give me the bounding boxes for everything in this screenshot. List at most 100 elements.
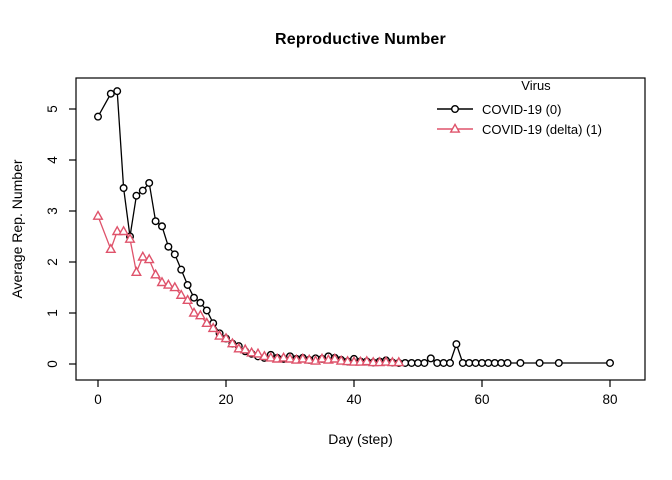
- data-point-triangle: [303, 353, 315, 364]
- data-point-circle: [151, 217, 160, 226]
- data-point-circle: [132, 191, 141, 200]
- data-point-circle: [471, 358, 480, 367]
- data-point-triangle: [201, 317, 213, 327]
- data-point-triangle: [316, 352, 328, 363]
- plot-box: [75, 77, 646, 381]
- data-point-circle: [503, 358, 512, 367]
- data-point-circle: [189, 293, 198, 302]
- data-point-triangle: [182, 294, 194, 305]
- data-point-triangle: [175, 289, 187, 299]
- y-tick-label: 5: [45, 105, 60, 113]
- data-point-triangle: [111, 225, 123, 236]
- data-point-circle: [145, 178, 154, 187]
- data-point-circle: [426, 354, 435, 363]
- data-point-triangle: [220, 332, 232, 343]
- data-point-circle: [157, 222, 166, 231]
- data-point-circle: [535, 358, 544, 367]
- y-tick-label: 2: [45, 258, 60, 266]
- legend-entry-label: COVID-19 (delta) (1): [482, 121, 602, 137]
- data-point-triangle: [449, 122, 461, 133]
- legend-title: Virus: [521, 78, 551, 93]
- data-point-triangle: [226, 337, 238, 348]
- data-point-triangle: [150, 268, 162, 279]
- data-point-circle: [452, 340, 461, 349]
- legend-sample-triangle-icon: [437, 122, 473, 133]
- x-axis-label: Day (step): [328, 431, 393, 447]
- x-tick-label: 0: [94, 392, 102, 407]
- legend: Virus COVID-19 (0) COVID-19 (delta) (1): [428, 79, 644, 139]
- data-point-triangle: [386, 356, 398, 367]
- y-tick-label: 4: [45, 156, 60, 164]
- y-tick-label: 3: [45, 207, 60, 215]
- data-point-triangle: [361, 355, 373, 366]
- legend-sample-circle-icon: [437, 104, 473, 113]
- data-point-triangle: [342, 355, 354, 366]
- data-point-circle: [497, 358, 506, 367]
- data-point-circle: [451, 104, 460, 113]
- data-point-triangle: [92, 210, 104, 220]
- data-point-triangle: [239, 343, 251, 354]
- legend-entry-covid: COVID-19 (0): [428, 99, 644, 119]
- data-point-triangle: [348, 355, 360, 366]
- data-point-triangle: [207, 322, 219, 333]
- data-point-circle: [202, 306, 211, 315]
- y-tick-label: 1: [45, 309, 60, 317]
- data-point-triangle: [335, 354, 347, 365]
- data-point-circle: [465, 358, 474, 367]
- x-tick-label: 40: [346, 392, 361, 407]
- data-point-circle: [196, 298, 205, 307]
- data-point-circle: [433, 358, 442, 367]
- data-point-triangle: [329, 352, 341, 363]
- data-point-triangle: [297, 352, 309, 363]
- data-point-triangle: [105, 243, 117, 254]
- data-point-triangle: [156, 276, 168, 287]
- data-point-triangle: [130, 266, 142, 276]
- data-point-triangle: [233, 342, 245, 353]
- data-point-circle: [138, 186, 147, 195]
- data-point-circle: [478, 358, 487, 367]
- data-point-circle: [113, 87, 122, 96]
- data-point-triangle: [194, 309, 206, 320]
- chart-title: Reproductive Number: [275, 31, 446, 48]
- x-tick-label: 80: [602, 392, 617, 407]
- data-point-triangle: [265, 351, 277, 362]
- data-point-circle: [490, 358, 499, 367]
- data-point-triangle: [214, 329, 226, 340]
- data-point-circle: [446, 358, 455, 367]
- data-point-triangle: [284, 352, 296, 363]
- data-point-triangle: [118, 225, 130, 236]
- data-point-triangle: [124, 233, 136, 243]
- data-point-triangle: [278, 351, 290, 362]
- x-tick-label: 60: [474, 392, 489, 407]
- y-tick-label: 0: [45, 360, 60, 368]
- series-delta: [92, 210, 405, 367]
- data-point-triangle: [169, 281, 181, 292]
- data-point-triangle: [367, 356, 379, 367]
- data-point-circle: [177, 265, 186, 274]
- data-point-triangle: [393, 356, 405, 367]
- data-point-circle: [420, 358, 429, 367]
- data-point-circle: [106, 89, 115, 98]
- data-point-circle: [484, 358, 493, 367]
- data-point-circle: [119, 184, 128, 193]
- data-point-circle: [458, 358, 467, 367]
- data-point-circle: [516, 358, 525, 367]
- data-point-triangle: [188, 306, 200, 317]
- series-line: [97, 215, 399, 364]
- legend-entry-label: COVID-19 (0): [482, 101, 562, 117]
- data-point-circle: [170, 250, 179, 259]
- data-point-circle: [606, 358, 615, 367]
- data-point-circle: [554, 358, 563, 367]
- data-point-triangle: [258, 350, 270, 361]
- data-point-triangle: [162, 278, 174, 289]
- data-point-circle: [183, 280, 192, 289]
- data-point-circle: [414, 358, 423, 367]
- data-point-circle: [93, 112, 102, 121]
- data-point-circle: [164, 242, 173, 251]
- legend-entry-delta: COVID-19 (delta) (1): [428, 119, 644, 139]
- data-point-triangle: [380, 355, 392, 366]
- data-point-triangle: [246, 346, 258, 357]
- data-point-circle: [439, 358, 448, 367]
